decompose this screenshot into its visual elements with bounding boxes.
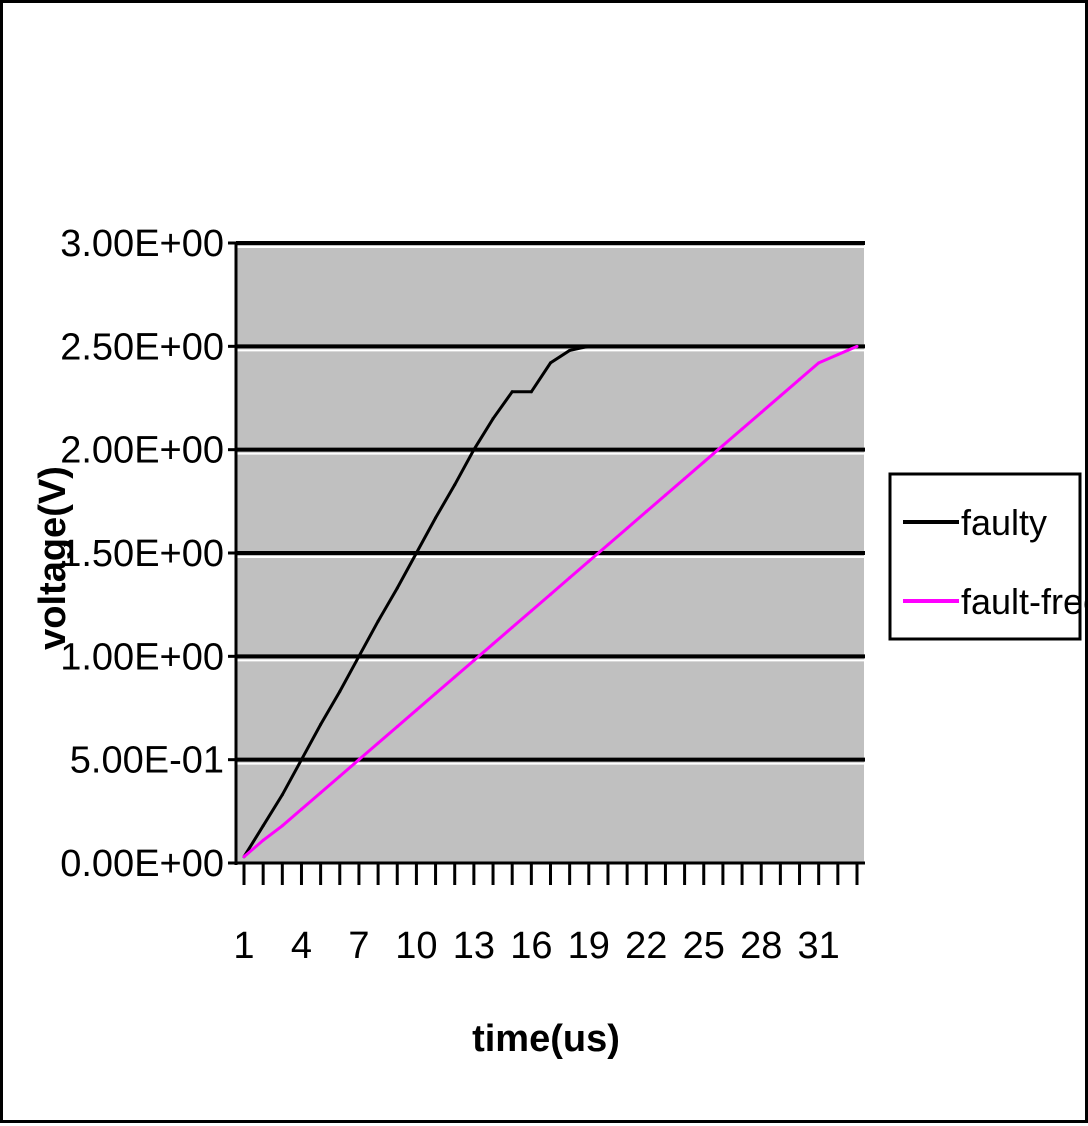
x-tick-label: 22 [625, 925, 667, 967]
y-tick-label: 1.00E+00 [60, 636, 224, 678]
y-tick-label: 2.50E+00 [60, 326, 224, 368]
data-point [721, 344, 725, 348]
y-tick-label: 5.00E-01 [70, 740, 224, 782]
data-point [702, 344, 706, 348]
y-axis-title: voltage(V) [32, 466, 74, 650]
data-point [817, 361, 821, 365]
legend-label-fault-free: fault-free [961, 581, 1088, 622]
data-point [625, 526, 629, 530]
data-point [549, 361, 552, 365]
y-tick-label: 2.00E+00 [60, 430, 224, 472]
data-point [395, 725, 399, 729]
data-point [357, 758, 361, 762]
data-point [491, 417, 495, 421]
data-point [491, 642, 495, 646]
data-point [644, 510, 648, 514]
data-point [778, 344, 782, 348]
data-point [702, 460, 706, 464]
x-tick-label: 28 [740, 925, 782, 967]
x-tick-label: 1 [233, 925, 254, 967]
data-point [414, 708, 418, 712]
data-point [683, 344, 687, 348]
data-point [510, 390, 514, 394]
x-tick-label: 10 [395, 925, 437, 967]
data-point [549, 592, 552, 596]
x-tick-label: 31 [798, 925, 840, 967]
line-chart: 0.00E+00 5.00E-01 1.00E+00 1.50E+00 2.00E+00… [32, 223, 1088, 1060]
data-point [683, 477, 687, 481]
data-point [663, 493, 667, 497]
data-point [568, 348, 572, 352]
legend: faulty fault-free [888, 472, 1088, 641]
data-point [261, 838, 265, 842]
data-point [376, 619, 380, 623]
data-point [319, 723, 323, 727]
data-point [529, 609, 533, 613]
data-point [280, 793, 284, 797]
data-point [472, 448, 476, 452]
data-point [280, 824, 284, 828]
data-point [644, 344, 648, 348]
data-point [453, 675, 457, 679]
x-axis-ticks [242, 863, 859, 885]
data-point [299, 807, 303, 811]
x-tick-label: 13 [453, 925, 495, 967]
data-point [453, 483, 457, 487]
y-axis-tick-labels: 0.00E+00 5.00E-01 1.00E+00 1.50E+00 2.00E+00… [60, 223, 224, 885]
data-point [319, 791, 323, 795]
data-point [721, 444, 725, 448]
data-point [740, 427, 744, 431]
x-tick-label: 19 [568, 925, 610, 967]
gridlines [236, 241, 865, 765]
data-point [836, 344, 840, 348]
data-point [778, 394, 782, 398]
x-axis-tick-labels: 1 4 7 10 13 16 19 22 25 28 31 [233, 925, 839, 967]
data-point [587, 344, 591, 348]
data-point [357, 654, 361, 658]
y-tick-label: 1.50E+00 [60, 533, 224, 575]
data-point [836, 353, 840, 357]
data-point [472, 658, 476, 662]
y-tick-label: 3.00E+00 [60, 223, 224, 265]
x-tick-label: 25 [683, 925, 725, 967]
data-point [242, 855, 246, 859]
data-point [510, 625, 514, 629]
data-point [568, 576, 572, 580]
x-tick-label: 16 [510, 925, 552, 967]
x-axis-title: time(us) [472, 1018, 620, 1060]
data-point [855, 344, 859, 348]
data-point [434, 692, 438, 696]
data-point [798, 377, 802, 381]
data-point [434, 516, 438, 520]
data-point [299, 758, 303, 762]
data-point [759, 410, 763, 414]
data-point [606, 543, 610, 547]
data-point [587, 559, 591, 563]
data-point [414, 551, 418, 555]
data-point [395, 586, 399, 590]
data-point [759, 344, 763, 348]
data-point [376, 741, 380, 745]
data-point [606, 344, 610, 348]
x-tick-label: 4 [291, 925, 312, 967]
data-point [338, 689, 342, 693]
data-point [625, 344, 629, 348]
legend-label-faulty: faulty [961, 502, 1047, 543]
x-tick-label: 7 [348, 925, 369, 967]
legend-box [888, 472, 1082, 641]
y-tick-label: 0.00E+00 [60, 843, 224, 885]
data-point [529, 390, 533, 394]
series-lines [242, 344, 859, 859]
data-point [663, 344, 667, 348]
data-point [261, 824, 265, 828]
data-point [817, 344, 821, 348]
data-point [338, 774, 342, 778]
data-point [740, 344, 744, 348]
data-point [798, 344, 802, 348]
